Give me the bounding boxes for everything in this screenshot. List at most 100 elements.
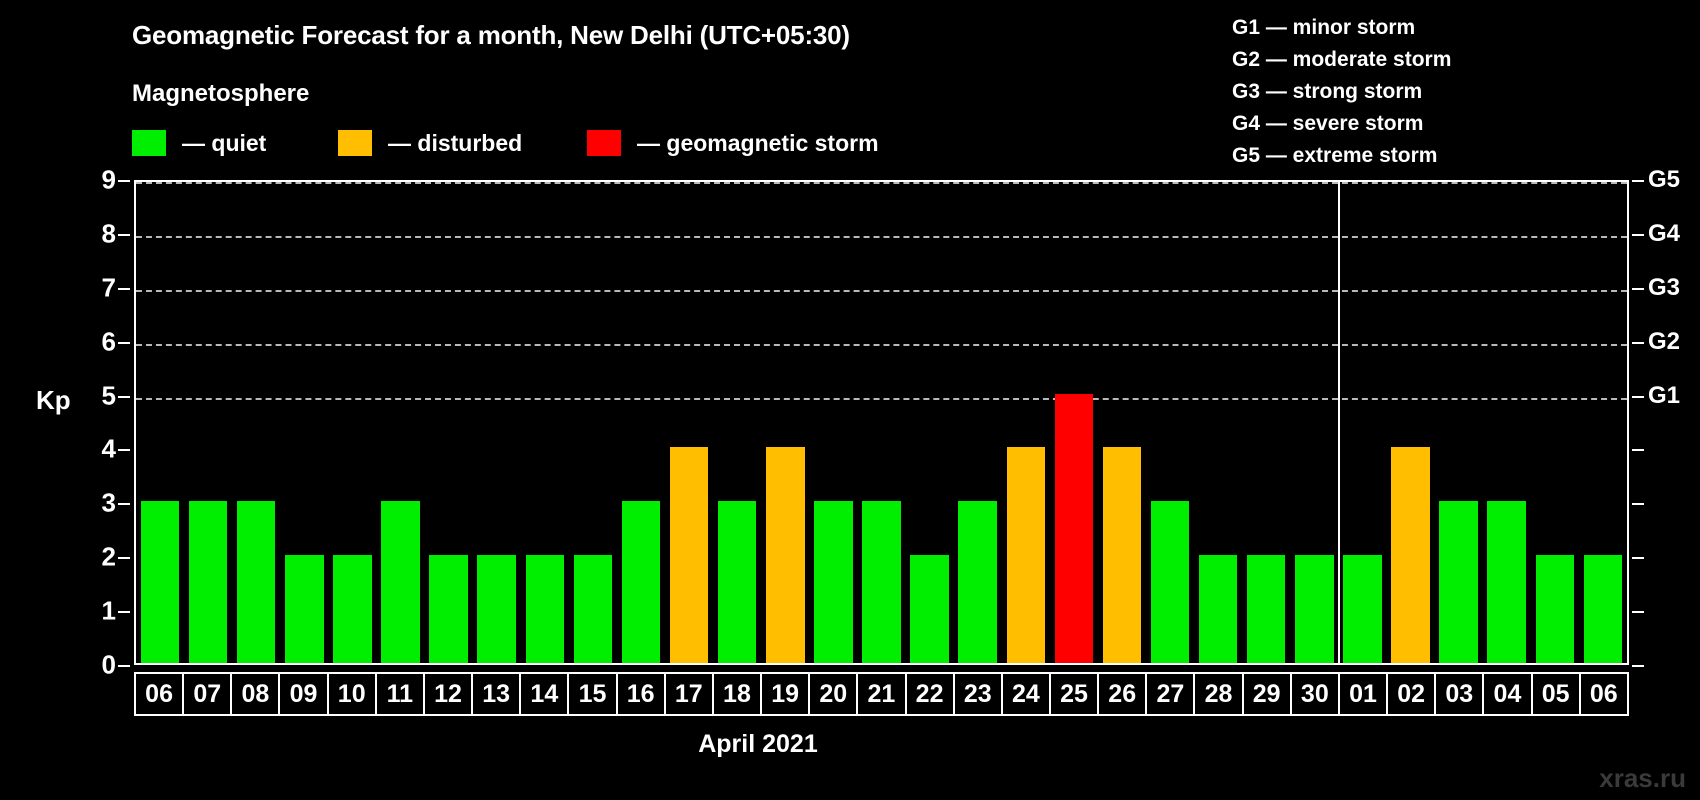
day-cell-25: 01 xyxy=(1340,674,1389,714)
day-cell-20: 26 xyxy=(1099,674,1148,714)
bar-06 xyxy=(140,501,180,663)
y-axis: 0 1 2 3 4 5 6 7 8 9 xyxy=(60,165,130,680)
gscale-key-line-3: G3 — strong storm xyxy=(1232,80,1423,103)
bar-slot xyxy=(1290,182,1338,663)
y-tick-1: 1 xyxy=(101,595,116,626)
bar-02 xyxy=(1391,447,1430,663)
bar-slot xyxy=(184,182,232,663)
gscale-key-line-2: G2 — moderate storm xyxy=(1232,48,1452,71)
day-cell-0: 06 xyxy=(136,674,185,714)
bar-14 xyxy=(525,555,565,663)
legend-label-geomagnetic-storm: — geomagnetic storm xyxy=(637,129,879,156)
bar-slot xyxy=(906,182,954,663)
bar-slot xyxy=(665,182,713,663)
bar-slot xyxy=(1483,182,1531,663)
bar-slot xyxy=(521,182,569,663)
day-cell-27: 03 xyxy=(1436,674,1485,714)
y-tickmark-3 xyxy=(118,503,130,506)
bar-15 xyxy=(573,555,613,663)
legend-item-geomagnetic-storm: — geomagnetic storm xyxy=(587,128,879,158)
bar-29 xyxy=(1246,555,1286,663)
bar-10 xyxy=(333,555,372,663)
day-cell-1: 07 xyxy=(184,674,233,714)
y-tick-6: 6 xyxy=(101,326,116,357)
x-axis-label: April 2021 xyxy=(698,730,818,758)
g-tick-G2: G2 xyxy=(1648,327,1681,355)
y-tickmark-1 xyxy=(118,611,130,614)
bar-28 xyxy=(1198,555,1238,663)
bar-03 xyxy=(1439,501,1478,663)
gridline-kp-5 xyxy=(136,397,1627,400)
gscale-key-line-4: G4 — severe storm xyxy=(1232,112,1424,135)
watermark: xras.ru xyxy=(1599,763,1686,793)
y-tickmark-6 xyxy=(118,341,130,344)
day-cell-24: 30 xyxy=(1292,674,1340,714)
g-scale-axis: G1 G2 G3 G4 G5 xyxy=(1632,166,1700,667)
day-cell-19: 25 xyxy=(1051,674,1100,714)
day-cell-16: 22 xyxy=(907,674,955,714)
bar-18 xyxy=(717,501,757,663)
bar-slot xyxy=(1531,182,1579,663)
gridline-kp-8 xyxy=(136,235,1627,238)
bar-slot xyxy=(136,182,184,663)
bar-17 xyxy=(669,447,709,663)
y-tickmark-7 xyxy=(118,287,130,290)
g-tickmark-G4 xyxy=(1632,233,1644,236)
chart-subtitle: Magnetosphere xyxy=(132,80,310,107)
y-tick-9: 9 xyxy=(101,164,116,195)
gridline-kp-6 xyxy=(136,343,1627,346)
bar-slot xyxy=(280,182,328,663)
bar-21 xyxy=(862,501,901,663)
g-tick-G1: G1 xyxy=(1648,381,1681,409)
bar-slot xyxy=(232,182,280,663)
page-title: Geomagnetic Forecast for a month, New De… xyxy=(132,20,850,50)
day-cell-23: 29 xyxy=(1244,674,1292,714)
day-cell-5: 11 xyxy=(377,674,425,714)
day-cell-4: 10 xyxy=(329,674,377,714)
g-tickmark-minor-3 xyxy=(1632,503,1644,506)
bar-slot xyxy=(809,182,857,663)
y-tick-5: 5 xyxy=(101,380,116,411)
bar-slot xyxy=(1194,182,1242,663)
bar-23 xyxy=(958,501,997,663)
y-tick-0: 0 xyxy=(101,649,116,680)
day-cell-21: 27 xyxy=(1147,674,1196,714)
day-cell-8: 14 xyxy=(521,674,570,714)
plot-area xyxy=(134,180,1629,665)
day-cell-26: 02 xyxy=(1388,674,1437,714)
day-cell-11: 17 xyxy=(666,674,714,714)
y-tick-2: 2 xyxy=(101,541,116,572)
legend-label-disturbed: — disturbed xyxy=(388,129,523,156)
day-cell-30: 06 xyxy=(1589,679,1618,708)
g-tickmark-minor-4 xyxy=(1632,449,1644,452)
bar-slot xyxy=(425,182,473,663)
gridline-kp-7 xyxy=(136,289,1627,292)
bar-slot xyxy=(1146,182,1194,663)
bar-slot xyxy=(376,182,424,663)
day-cell-15: 21 xyxy=(858,674,907,714)
gscale-key: G1 — minor storm G2 — moderate storm G3 — … xyxy=(1232,12,1451,172)
day-cell-13: 19 xyxy=(762,674,811,714)
day-cell-2: 08 xyxy=(232,674,281,714)
g-tickmark-minor-2 xyxy=(1632,557,1644,560)
g-tickmark-G3 xyxy=(1632,287,1644,290)
y-tick-3: 3 xyxy=(101,487,116,518)
bar-12 xyxy=(429,555,468,663)
bar-26 xyxy=(1102,447,1142,663)
bar-slot xyxy=(1338,182,1386,663)
legend-swatch-disturbed xyxy=(338,130,372,156)
day-cell-28: 04 xyxy=(1484,674,1533,714)
y-tickmark-5 xyxy=(118,395,130,398)
bar-slot xyxy=(1050,182,1098,663)
gscale-key-line-1: G1 — minor storm xyxy=(1232,16,1416,39)
legend-item-quiet: — quiet xyxy=(132,128,266,158)
g-tick-G3: G3 xyxy=(1648,273,1681,301)
bar-slot xyxy=(1435,182,1483,663)
bar-slot xyxy=(1386,182,1434,663)
gscale-key-line-5: G5 — extreme storm xyxy=(1232,144,1438,167)
legend-label-quiet: — quiet xyxy=(182,129,267,156)
day-cell-29: 05 xyxy=(1533,674,1581,714)
bar-slot xyxy=(1098,182,1146,663)
g-tickmark-G2 xyxy=(1632,341,1644,344)
bar-04 xyxy=(1487,501,1526,663)
